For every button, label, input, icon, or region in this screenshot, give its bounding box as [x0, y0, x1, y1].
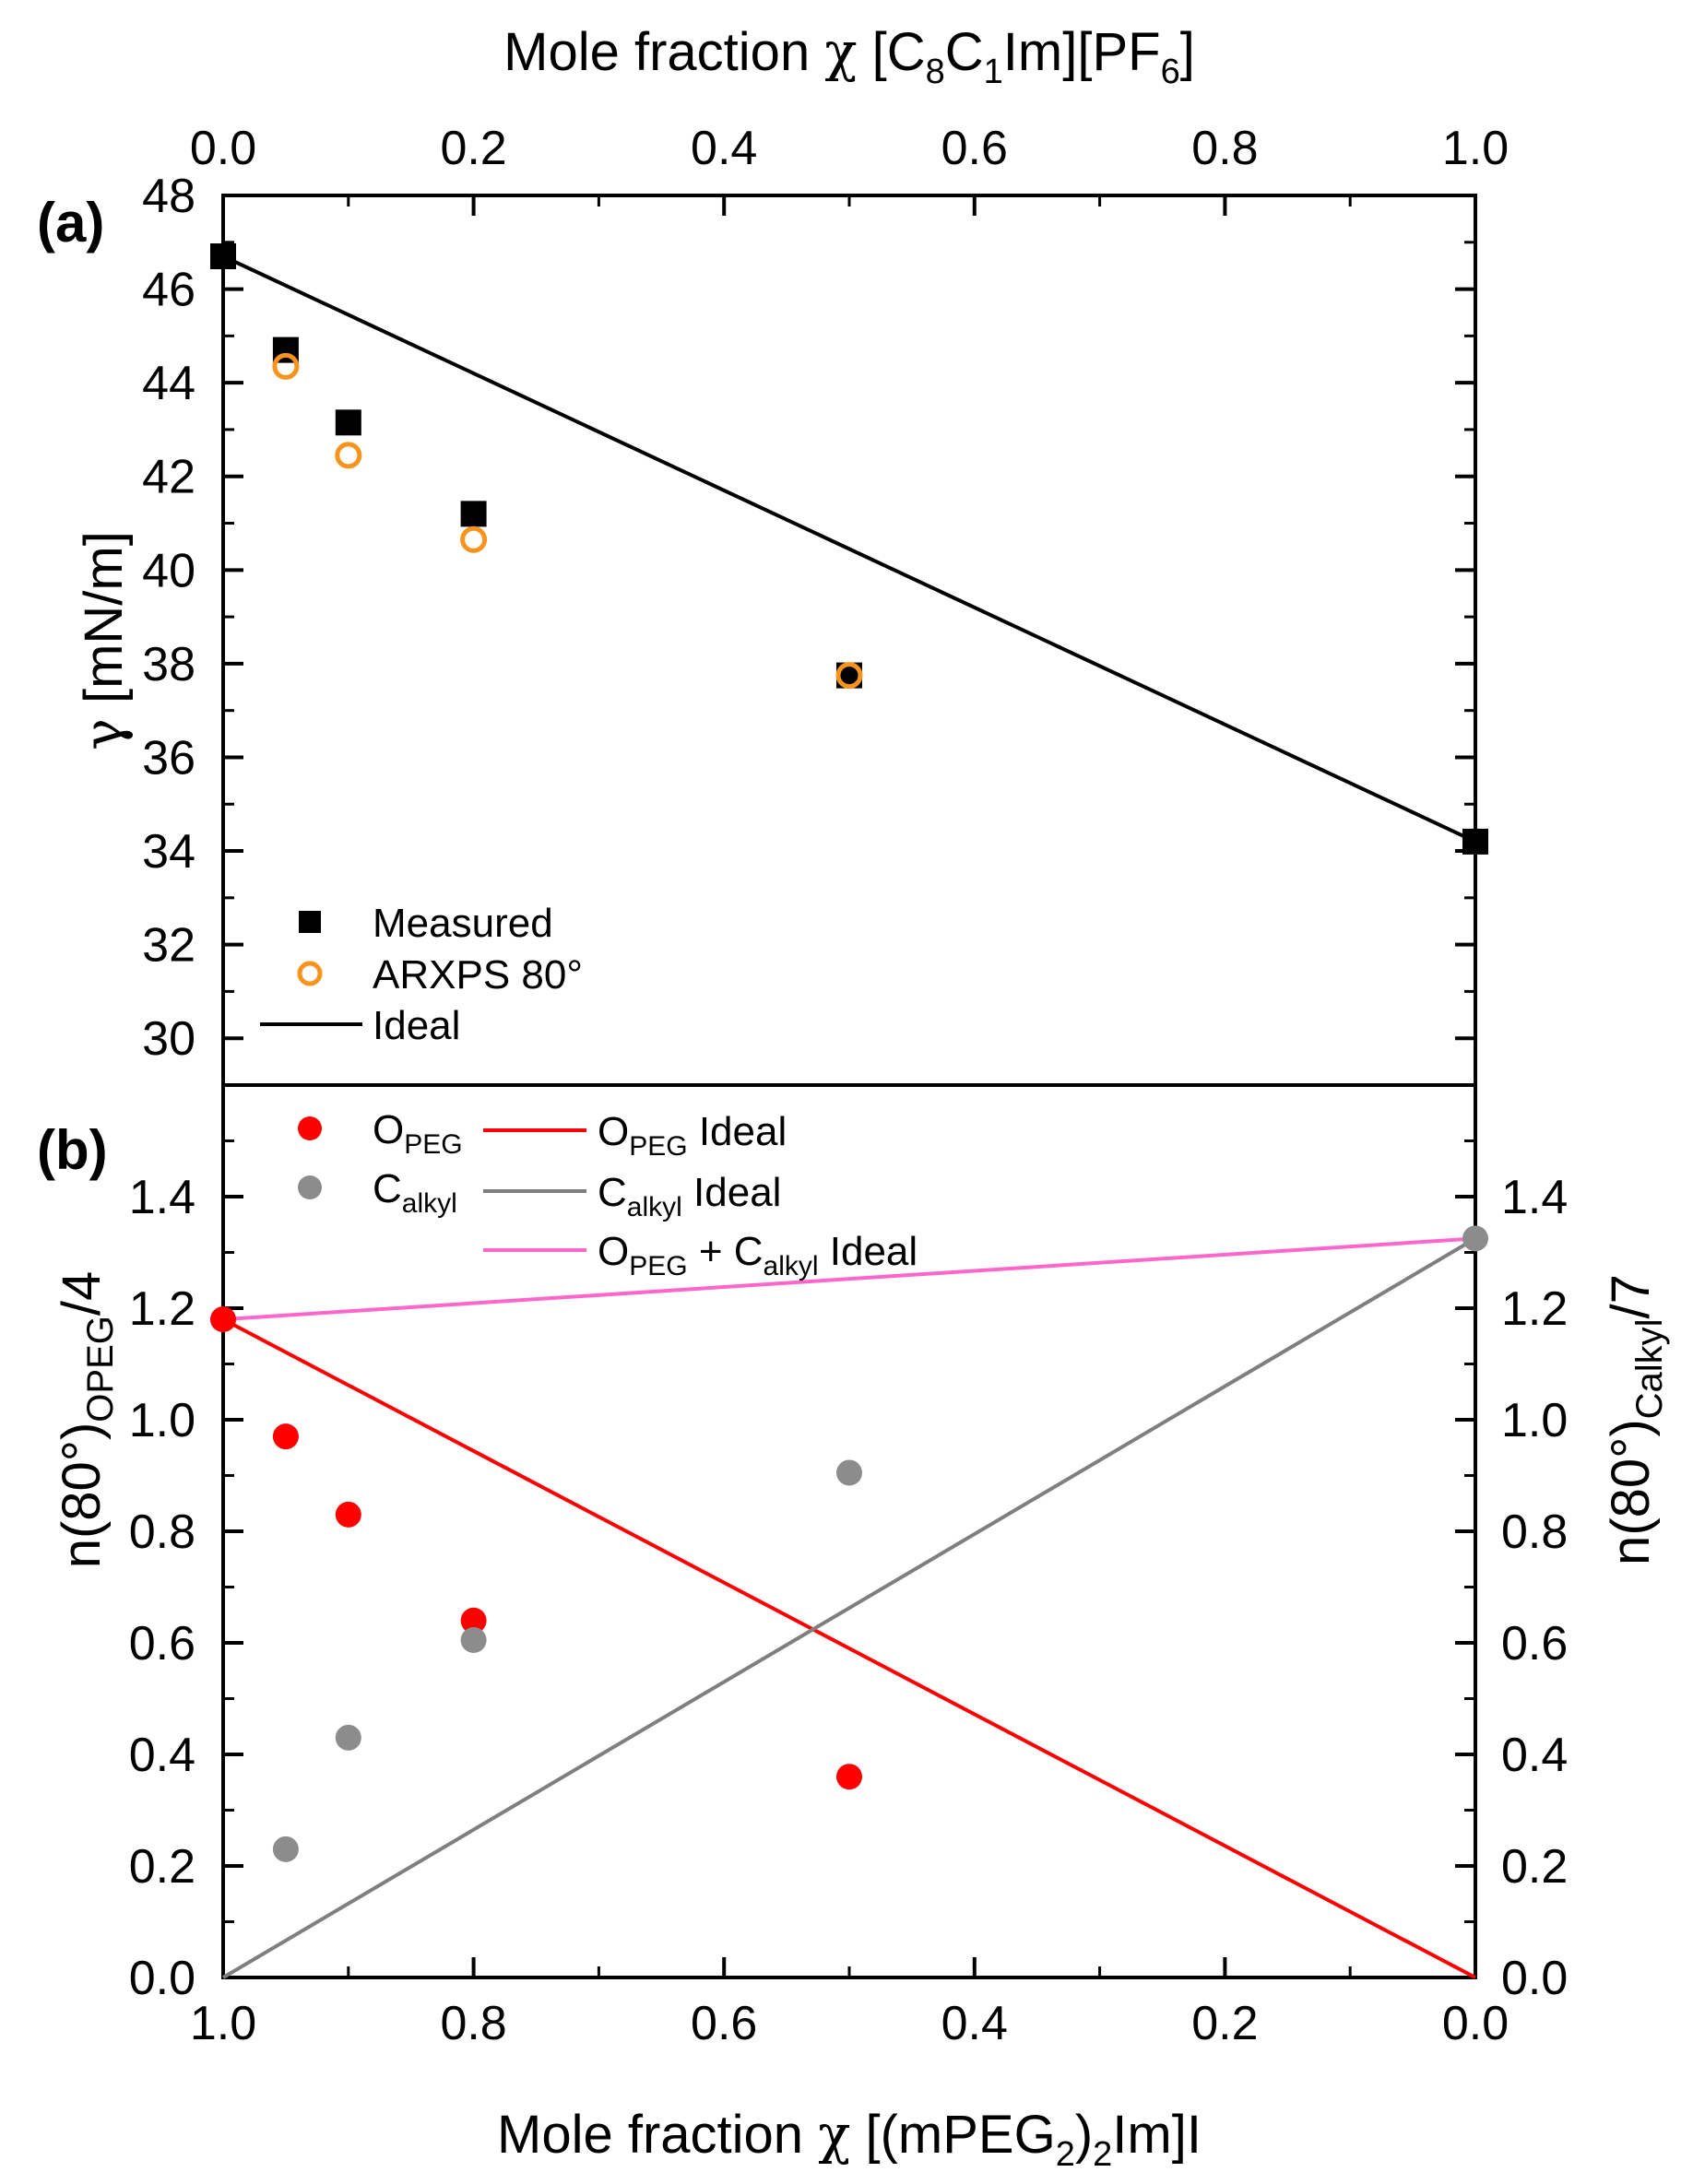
panel-b-opeg-point [460, 1607, 487, 1634]
legend-b-calkyl-marker [298, 1175, 322, 1199]
panel-a-label: (a) [37, 192, 104, 254]
y-b-left-tick-label: 0.2 [129, 1840, 195, 1894]
panel-b-calkyl-point [335, 1724, 361, 1751]
panel-b-opeg-point [210, 1306, 236, 1333]
x-bottom-tick-label: 0.2 [1191, 1997, 1258, 2050]
panel-a-arxps-80-point [272, 352, 300, 380]
y-b-right-tick-label: 0.4 [1501, 1729, 1568, 1782]
panel-b-calkyl-ideal-line [221, 1236, 1477, 1979]
panel-b-opeg-point [836, 1764, 862, 1790]
ticks-layer: 0.0 0.2 0.4 0.6 0.8 1.0 1.0 0.8 0.6 0.4 0.2 0.0 30 32… [129, 122, 1569, 2050]
y-b-right-tick-label: 0.6 [1501, 1617, 1568, 1670]
x-top-tick-label: 0.6 [941, 122, 1008, 175]
legend-a-arxps-marker [297, 961, 323, 986]
legend-a: Measured ARXPS 80° Ideal [260, 901, 583, 1048]
panel-b-opeg-point [335, 1501, 361, 1528]
y-a-tick-label: 48 [142, 170, 195, 223]
panel-b-label: (b) [37, 1119, 108, 1181]
panel-a-arxps-80-point [835, 662, 863, 690]
panel-a-arxps-80-point [460, 525, 488, 553]
legend-b-opeg-label: OPEG [373, 1107, 463, 1160]
x-axis-bottom-title: Mole fraction χ [(mPEG2)2Im]I [497, 2103, 1202, 2174]
y-a-tick-label: 40 [142, 544, 195, 597]
panel-b-calkyl-point [272, 1836, 299, 1862]
x-bottom-tick-label: 0.6 [691, 1997, 757, 2050]
y-a-tick-label: 30 [142, 1012, 195, 1066]
x-top-tick-label: 0.8 [1191, 122, 1258, 175]
y-a-tick-label: 36 [142, 731, 195, 785]
y-b-right-tick-label: 1.2 [1501, 1282, 1568, 1336]
panel-b-opeg-calkyl-ideal-line [222, 1236, 1476, 1322]
x-bottom-tick-label: 0.0 [1442, 1997, 1509, 2050]
y-b-right-tick-label: 0.2 [1501, 1840, 1568, 1894]
lines-layer [221, 254, 1477, 1979]
panel-a-ideal-line [222, 254, 1476, 844]
y-b-left-tick-label: 1.2 [129, 1282, 195, 1336]
legend-b-opeg-marker [298, 1116, 322, 1140]
y-axis-a-title: γ [mN/m] [72, 531, 135, 750]
y-a-tick-label: 46 [142, 264, 195, 317]
legend-a-measured-marker [299, 911, 321, 933]
x-bottom-tick-label: 0.8 [440, 1997, 506, 2050]
x-top-tick-label: 0.4 [691, 122, 757, 175]
panel-b-opeg-point [272, 1423, 299, 1450]
panel-a-measured-point [1462, 828, 1488, 855]
x-top-tick-label: 1.0 [1442, 122, 1509, 175]
y-b-right-tick-label: 1.0 [1501, 1394, 1568, 1447]
y-b-left-tick-label: 0.6 [129, 1617, 195, 1670]
panel-b-opeg-ideal-line [222, 1317, 1476, 1979]
panel-b-calkyl-point [836, 1459, 862, 1486]
x-top-tick-label: 0.2 [440, 122, 506, 175]
y-axis-b-left-title: n(80°)OPEG/4 [52, 1271, 121, 1569]
y-b-left-tick-label: 1.0 [129, 1394, 195, 1447]
y-b-right-tick-label: 0.0 [1501, 1952, 1568, 2005]
x-bottom-tick-label: 1.0 [190, 1997, 256, 2050]
y-a-tick-label: 34 [142, 825, 195, 879]
y-b-left-tick-label: 1.4 [129, 1171, 195, 1224]
panel-a-arxps-80-point [335, 442, 362, 469]
panel-b-calkyl-point [1462, 1225, 1488, 1252]
panel-a-measured-point [335, 409, 361, 436]
legend-a-arxps-label: ARXPS 80° [373, 952, 583, 998]
y-b-left-tick-label: 0.0 [129, 1952, 195, 2005]
y-axis-b-right-title: n(80°)Calkyl/7 [1601, 1274, 1670, 1565]
legend-b-calkyl-ideal-label: Calkyl Ideal [598, 1170, 781, 1222]
y-b-left-tick-label: 0.4 [129, 1729, 195, 1782]
y-a-tick-label: 42 [142, 451, 195, 504]
markers-layer [210, 243, 1488, 1862]
legend-b-sum-ideal-label: OPEG + Calkyl Ideal [598, 1229, 918, 1281]
panel-a-measured-point [460, 501, 487, 527]
legend-a-measured-label: Measured [373, 901, 553, 946]
y-a-tick-label: 38 [142, 638, 195, 691]
x-axis-top-title: Mole fraction χ [C8C1Im][PF6] [503, 20, 1195, 91]
legend-a-ideal-label: Ideal [373, 1003, 460, 1048]
legend-b: OPEG Calkyl OPEG Ideal Calkyl Ideal OPEG… [298, 1107, 918, 1281]
legend-b-opeg-ideal-label: OPEG Ideal [598, 1109, 787, 1162]
y-b-right-tick-label: 0.8 [1501, 1505, 1568, 1559]
panel-a-measured-point [210, 243, 236, 270]
y-a-tick-label: 44 [142, 357, 195, 410]
y-b-right-tick-label: 1.4 [1501, 1171, 1568, 1224]
panel-b-calkyl-point [460, 1626, 487, 1653]
x-bottom-tick-label: 0.4 [941, 1997, 1008, 2050]
y-a-tick-label: 32 [142, 919, 195, 973]
legend-b-calkyl-label: Calkyl [373, 1166, 457, 1219]
y-b-left-tick-label: 0.8 [129, 1505, 195, 1559]
x-top-tick-label: 0.0 [190, 122, 256, 175]
